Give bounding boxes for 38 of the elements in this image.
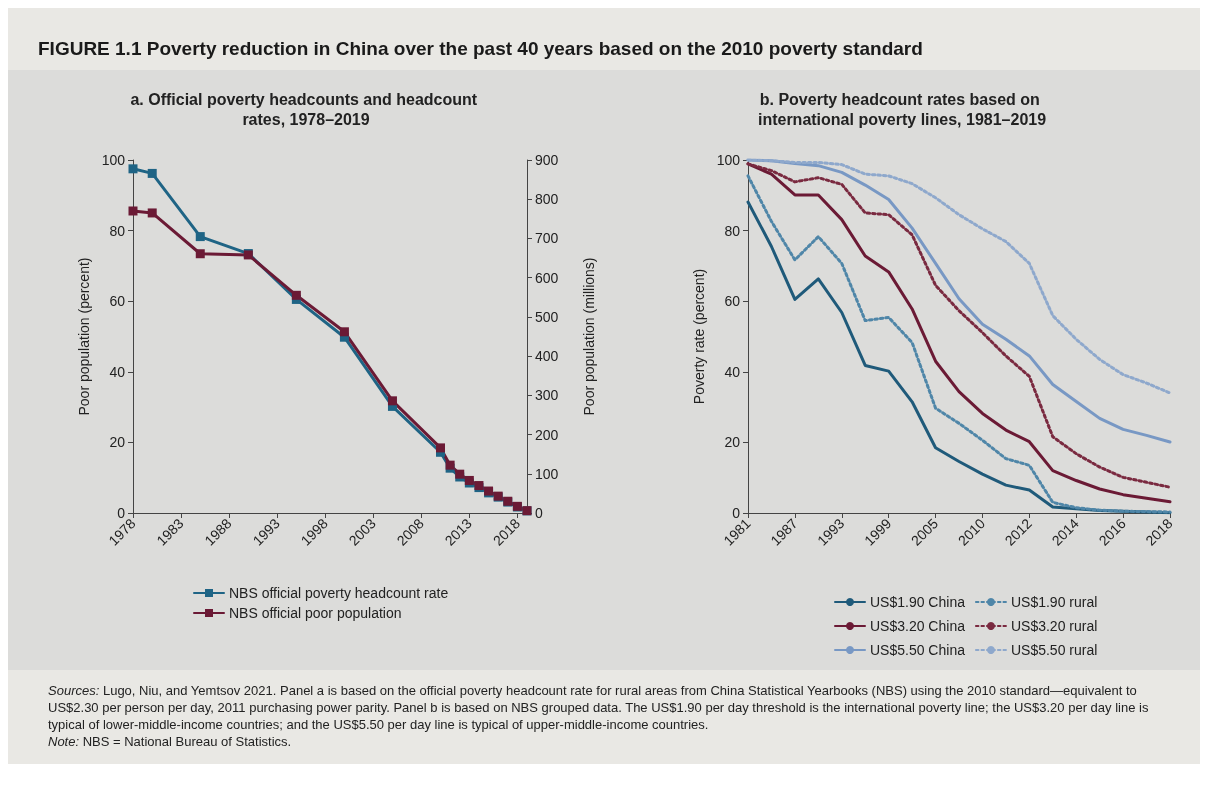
- y-tick-label: 80: [724, 222, 741, 239]
- y-axis-title: Poverty rate (percent): [690, 268, 707, 405]
- y-tick-label: 40: [724, 363, 741, 380]
- y2-tick-label: 100: [535, 465, 559, 482]
- text: Note: NBS = National Bureau of Statistics.: [48, 733, 293, 750]
- y2-tick-label: 800: [535, 191, 559, 208]
- chart-subtitle: a. Official poverty headcounts and headcount rates, 1978–2019: [130, 90, 482, 128]
- y2-tick-label: 600: [535, 269, 559, 286]
- legend-label: US$3.20 China: [870, 618, 966, 634]
- legend-label: US$3.20 rural: [1010, 618, 1098, 634]
- source-note: Sources: Lugo, Niu, and Yemtsov 2021. Panel a is based on the official poverty headcount rate for rural areas from China Statistical Yearbooks (NBS) using the 2010 standard—equivalent to US$2.30 per person per day, 2011 purchasing power parity. Panel b is based on NBS grouped data. The US$1.90 per day threshold is the international poverty line; the US$3.20 per day line is typical of lower-middle-income countries; and the US$5.50 per day line is typical of upper-middle-income countries.: [48, 682, 1150, 733]
- y-tick-label: 60: [109, 293, 126, 310]
- y-tick-label: 20: [109, 434, 126, 451]
- chart-title: b. Poverty headcount rates based on international poverty lines, 1981–2019: [757, 90, 1047, 128]
- y-tick-label: 0: [732, 505, 741, 521]
- y2-tick-label: 900: [535, 152, 559, 168]
- y-tick-label: 80: [109, 222, 126, 239]
- y2-tick-label: 0: [535, 505, 543, 521]
- legend-label: NBS official poverty headcount rate: [229, 585, 449, 601]
- y-tick-label: 100: [101, 152, 126, 168]
- y2-tick-label: 300: [535, 387, 559, 404]
- y-tick-label: 100: [716, 152, 741, 168]
- y-tick-label: 0: [117, 505, 126, 521]
- y2-tick-label: 500: [535, 308, 559, 325]
- legend-label: NBS official poor population: [229, 605, 402, 621]
- legend-label: US$1.90 rural: [1010, 594, 1098, 610]
- legend-label: US$5.50 China: [870, 642, 966, 658]
- legend-label: US$1.90 China: [870, 594, 966, 610]
- y-axis-title: Poor population (percent): [75, 257, 92, 416]
- chart-title: FIGURE 1.1 Poverty reduction in China over the past 40 years based on the 2010 poverty standard: [37, 37, 924, 61]
- legend-label: US$5.50 rural: [1010, 642, 1098, 658]
- y-tick-label: 60: [724, 293, 741, 310]
- y2-tick-label: 700: [535, 230, 559, 247]
- y-tick-label: 40: [109, 363, 126, 380]
- y2-tick-label: 400: [535, 348, 559, 365]
- y2-tick-label: 200: [535, 426, 559, 443]
- y2-axis-title: Poor population (millions): [581, 257, 597, 416]
- y-tick-label: 20: [724, 434, 741, 451]
